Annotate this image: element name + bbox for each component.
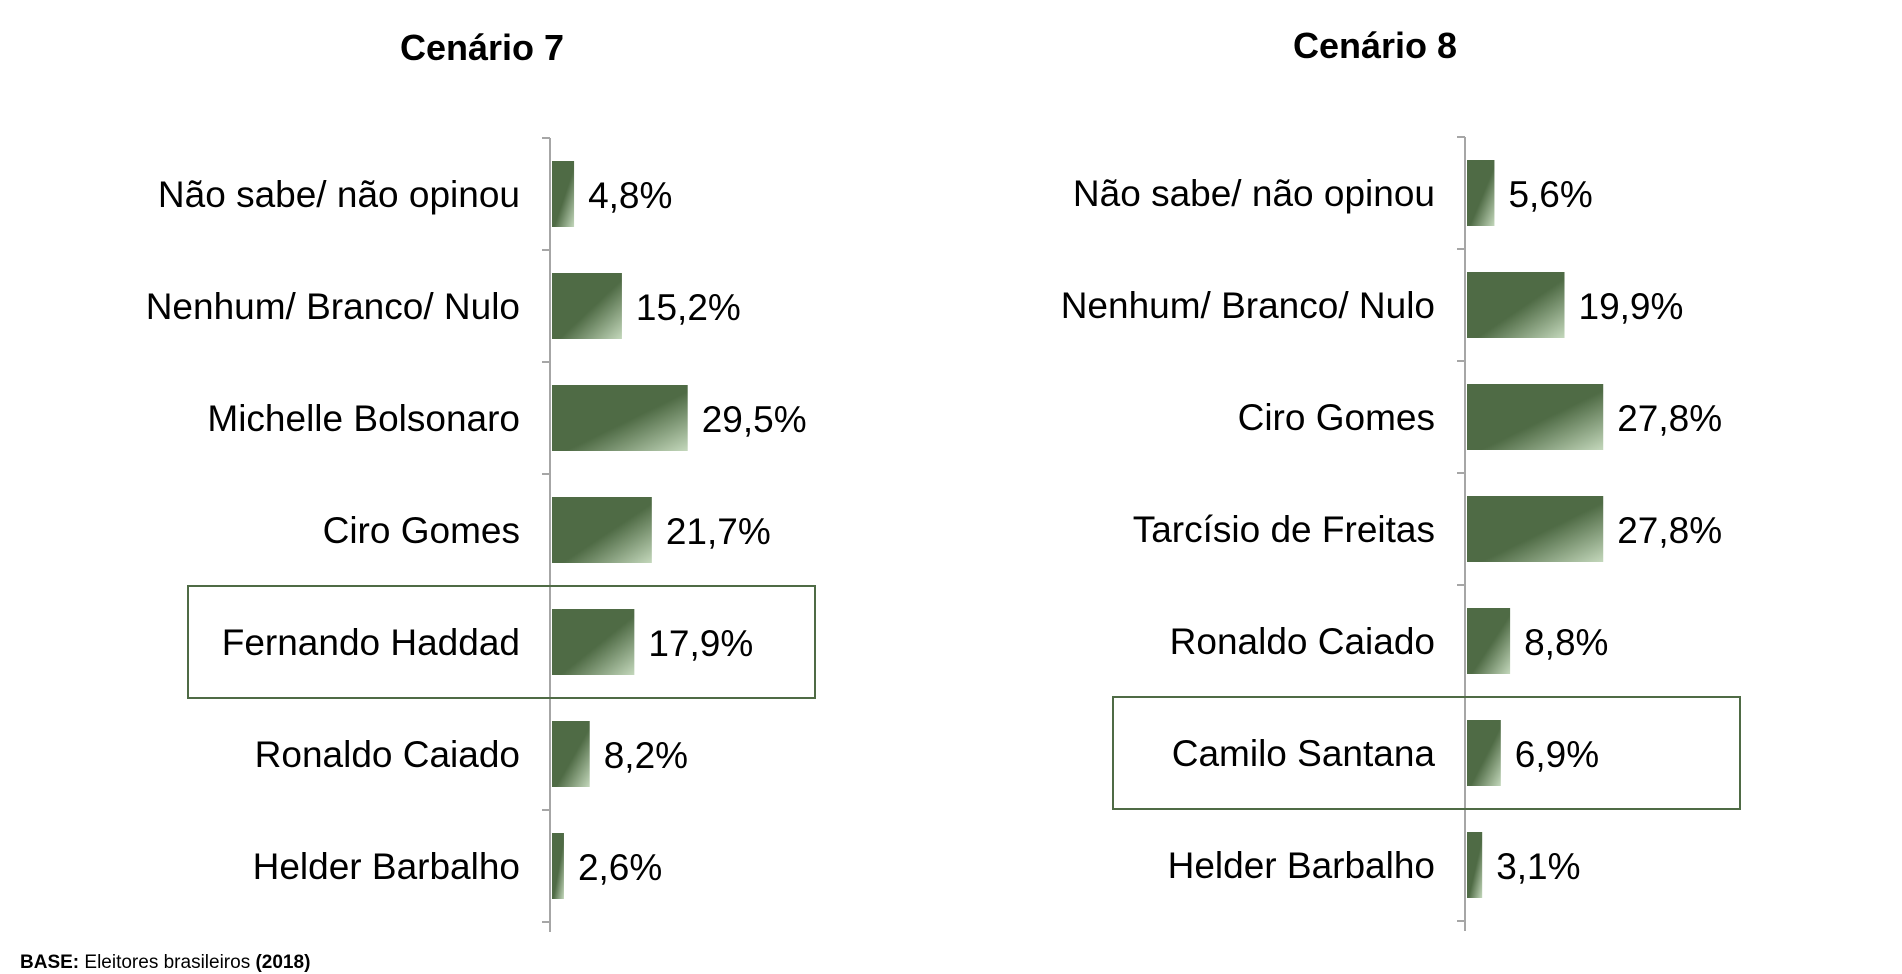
value-label: 3,1% bbox=[1496, 846, 1580, 887]
bar-nenhum-branco-nulo bbox=[1467, 272, 1565, 338]
value-label: 27,8% bbox=[1617, 510, 1722, 551]
value-label: 5,6% bbox=[1508, 174, 1592, 215]
bar-ronaldo-caiado bbox=[552, 721, 590, 787]
value-label: 15,2% bbox=[636, 287, 741, 328]
bar-nao-sabe-nao-opinou bbox=[552, 161, 575, 227]
bar-ciro-gomes bbox=[552, 497, 652, 563]
category-label: Não sabe/ não opinou bbox=[1073, 173, 1435, 214]
footnote: BASE: Eleitores brasileiros (2018) bbox=[20, 952, 310, 974]
bar-nao-sabe-nao-opinou bbox=[1467, 160, 1495, 226]
chart-cenario-7: Cenário 7 Não sabe/ não opinou 4,8% Nenhum/… bbox=[146, 27, 816, 932]
chart-cenario-8: Cenário 8 Não sabe/ não opinou 5,6% Nenhum/… bbox=[1061, 25, 1741, 931]
category-label: Ronaldo Caiado bbox=[255, 734, 520, 775]
highlight-box-camilo-santana bbox=[1112, 696, 1741, 810]
footnote-year: (2018) bbox=[255, 952, 311, 973]
category-label: Helder Barbalho bbox=[1168, 845, 1435, 886]
bar-nenhum-branco-nulo bbox=[552, 273, 622, 339]
value-label: 19,9% bbox=[1579, 286, 1684, 327]
value-label: 8,8% bbox=[1524, 622, 1608, 663]
footnote-base-label: BASE: bbox=[20, 952, 80, 973]
bar-michelle-bolsonaro bbox=[552, 385, 688, 451]
bar-helder-barbalho bbox=[1467, 832, 1483, 898]
category-label: Helder Barbalho bbox=[253, 846, 520, 887]
value-label: 17,9% bbox=[648, 623, 753, 664]
category-label: Ronaldo Caiado bbox=[1170, 621, 1435, 662]
category-label: Michelle Bolsonaro bbox=[207, 398, 520, 439]
category-label: Fernando Haddad bbox=[222, 622, 520, 663]
footnote-base-text: Eleitores brasileiros bbox=[79, 952, 256, 973]
chart-title: Cenário 8 bbox=[1293, 25, 1457, 66]
value-label: 21,7% bbox=[666, 511, 771, 552]
chart-title: Cenário 7 bbox=[400, 27, 564, 68]
value-label: 2,6% bbox=[578, 847, 662, 888]
value-label: 27,8% bbox=[1617, 398, 1722, 439]
category-label: Ciro Gomes bbox=[1238, 397, 1435, 438]
category-label: Nenhum/ Branco/ Nulo bbox=[146, 286, 520, 327]
value-label: 6,9% bbox=[1515, 734, 1599, 775]
category-label: Não sabe/ não opinou bbox=[158, 174, 520, 215]
value-label: 29,5% bbox=[702, 399, 807, 440]
category-label: Nenhum/ Branco/ Nulo bbox=[1061, 285, 1435, 326]
bar-ronaldo-caiado bbox=[1467, 608, 1511, 674]
bar-tarcisio-de-freitas bbox=[1467, 496, 1604, 562]
value-label: 8,2% bbox=[604, 735, 688, 776]
value-label: 4,8% bbox=[588, 175, 672, 216]
bar-fernando-haddad bbox=[552, 609, 635, 675]
bar-helder-barbalho bbox=[552, 833, 564, 899]
category-label: Ciro Gomes bbox=[323, 510, 520, 551]
category-label: Tarcísio de Freitas bbox=[1133, 509, 1435, 550]
bar-camilo-santana bbox=[1467, 720, 1501, 786]
highlight-box-fernando-haddad bbox=[187, 585, 816, 699]
category-label: Camilo Santana bbox=[1172, 733, 1436, 774]
bar-ciro-gomes bbox=[1467, 384, 1604, 450]
